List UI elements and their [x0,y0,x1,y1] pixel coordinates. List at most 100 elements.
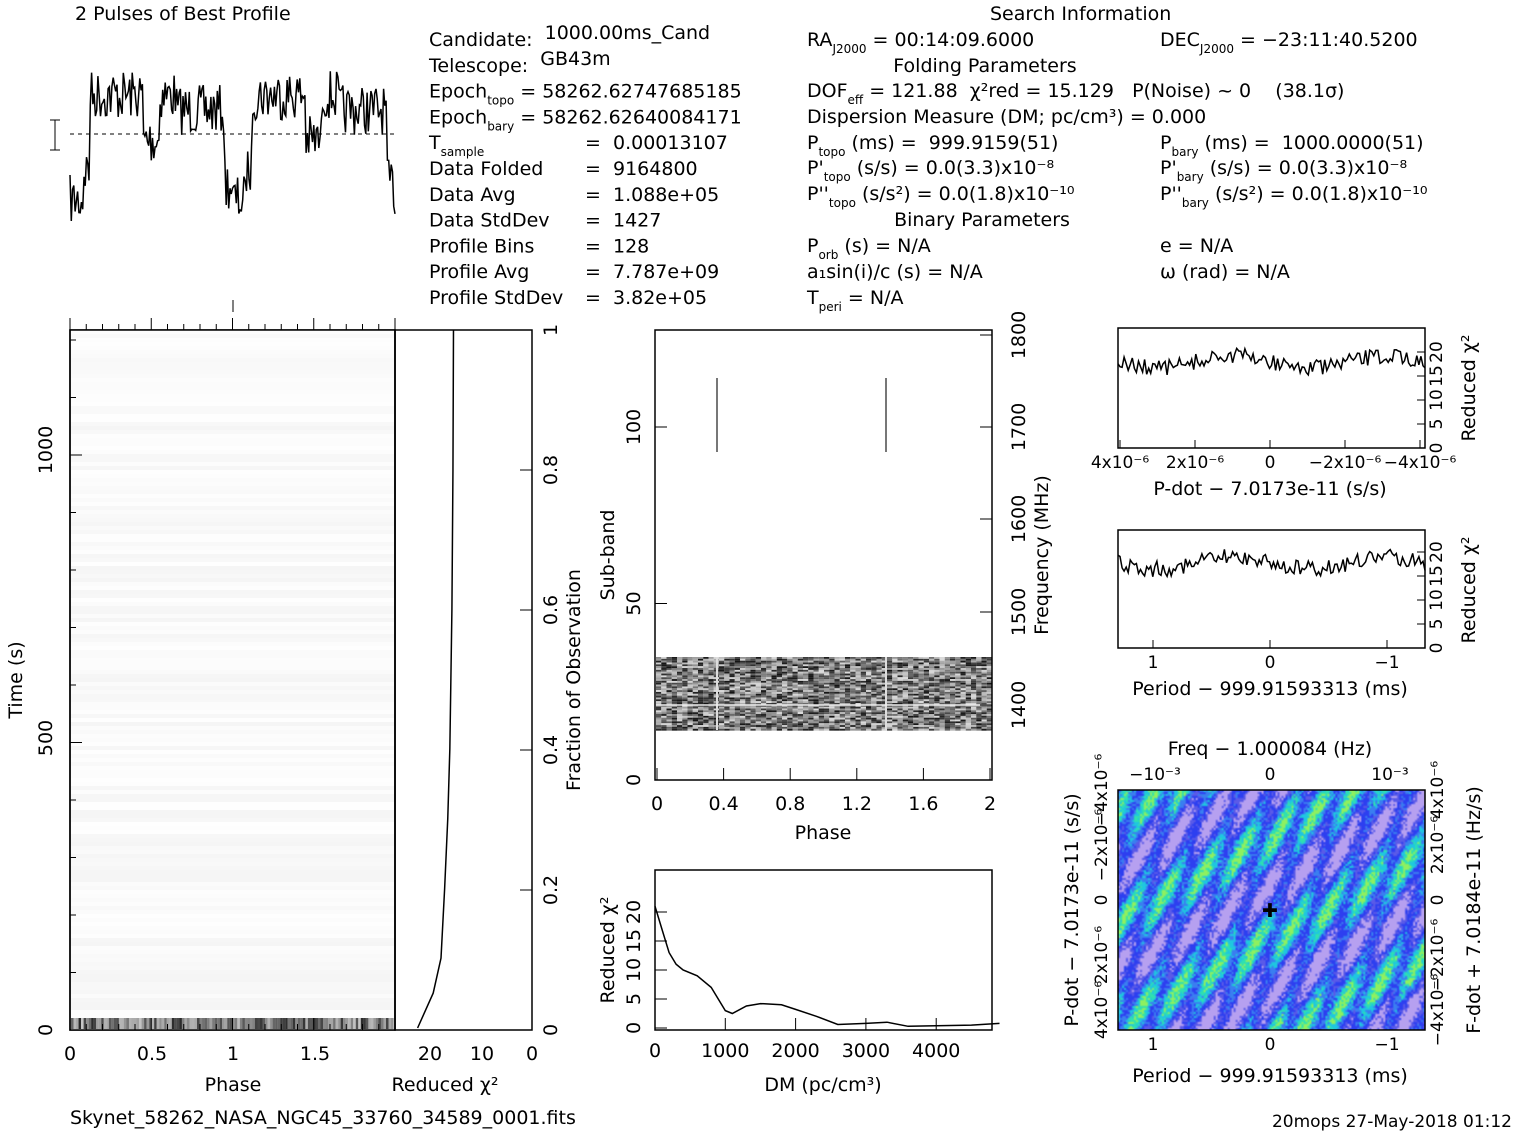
subband-cell [719,662,725,665]
sb-xtick: 1.6 [908,793,938,815]
subband-cell [929,721,935,724]
subband-cell [839,728,846,731]
subband-cell [671,704,678,707]
subband-cell [703,686,709,689]
subband-cell [965,699,972,702]
subband-cell [719,712,725,715]
pp-y2tick: 0 [1428,895,1448,906]
subband-cell [776,714,783,716]
subband-cell [682,706,688,709]
subband-cell [761,710,767,713]
subband-cell [939,708,945,711]
subband-cell [661,704,667,707]
subband-cell [918,717,924,720]
subband-cell [960,680,966,683]
subband-cell [792,693,798,696]
subband-cell [808,721,814,724]
subband-cell [740,704,746,707]
subband-cell [923,679,930,681]
subband-cell [881,708,888,711]
subband-cell [661,657,667,659]
subband-cell [813,719,819,722]
time-row [71,490,394,494]
subband-cell [671,688,678,691]
time-row [71,618,394,622]
subband-cell [671,706,678,709]
subband-cell [929,673,935,676]
subband-cell [818,719,825,722]
subband-cell [934,688,940,691]
subband-cell [902,726,909,729]
subband-cell [771,677,777,680]
subband-cell [881,725,888,727]
subband-cell [918,691,924,694]
subband-cell [892,708,898,711]
subband-cell [692,725,699,727]
subband-cell [845,723,851,726]
subband-cell [913,666,919,669]
subband-cell [824,684,830,687]
subband-cell [855,704,861,707]
subband-cell [866,695,872,698]
subband-cell [866,684,872,687]
subband-cell [818,675,825,678]
subband-cell [740,717,746,720]
subband-cell [818,690,825,693]
subband-cell [766,675,772,678]
subband-cell [839,675,846,678]
subband-cell [677,684,683,687]
subband-cell [929,688,935,691]
subband-cell [719,710,725,713]
subband-cell [881,688,888,691]
subband-cell [981,695,987,698]
subband-cell [745,679,751,681]
subband-cell [813,675,819,678]
pdot-bary-subscript: bary [1177,170,1204,184]
subband-cell [850,660,856,663]
subband-cell [965,671,972,674]
subband-cell [719,680,725,683]
subband-cell [682,703,688,705]
p-bary-subscript: bary [1171,145,1198,159]
subband-cell [902,723,909,726]
subband-cell [834,697,840,700]
subband-cell [787,712,793,715]
subband-cell [897,664,903,667]
subband-cell [955,726,961,729]
subband-cell [703,721,709,724]
subband-cell [808,715,814,718]
time-cell [383,1018,387,1029]
subband-cell [734,675,741,678]
subband-cell [703,697,709,700]
time-cell [267,1018,271,1029]
subband-cell [687,684,693,687]
subband-cell [750,719,756,722]
subband-cell [929,686,935,689]
subband-cell [866,712,872,715]
subband-cell [929,684,935,687]
subband-cell [818,662,825,665]
pp-xtick: −1 [1374,1035,1399,1055]
subband-cell [871,671,877,674]
subband-cell [745,710,751,713]
subband-cell [687,704,693,707]
subband-cell [855,701,861,704]
subband-cell [687,714,693,716]
subband-cell [845,679,851,681]
subband-cell [813,684,819,687]
subband-cell [782,662,788,665]
subband-cell [871,719,877,722]
time-cell [121,1018,124,1029]
subband-cell [960,662,966,665]
subband-cell [682,695,688,698]
subband-cell [818,688,825,691]
time-row [71,350,394,354]
subband-cell [887,679,893,681]
subband-cell [860,693,867,696]
subband-cell [845,717,851,720]
subband-cell [729,719,735,722]
subband-cell [687,677,693,680]
subband-cell [971,719,977,722]
subband-cell [950,686,956,689]
subband-cell [871,680,877,683]
